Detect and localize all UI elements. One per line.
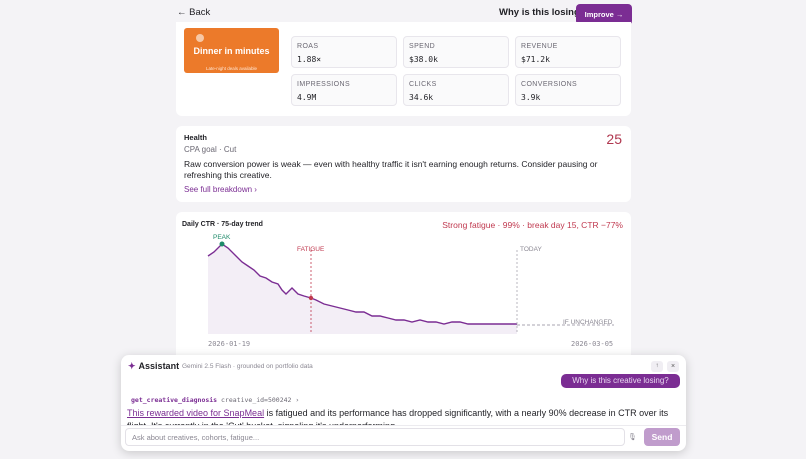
- metric-label: SPEND: [409, 43, 436, 50]
- top-bar: ← Back Why is this losing? Improve →: [174, 2, 632, 26]
- metric-value: $38.0k: [409, 55, 438, 64]
- tool-name: get_creative_diagnosis: [131, 396, 218, 404]
- health-subtitle: CPA goal · Cut: [184, 145, 237, 154]
- pin-icon[interactable]: ↑: [651, 361, 663, 372]
- health-score: 25: [606, 131, 622, 147]
- trend-title: Daily CTR · 75-day trend: [182, 221, 263, 228]
- sparkle-icon: ✦: [128, 361, 136, 371]
- metric-label: CONVERSIONS: [521, 81, 578, 88]
- back-button[interactable]: ← Back: [177, 7, 211, 18]
- mic-icon[interactable]: 🎙: [628, 434, 637, 441]
- send-button[interactable]: Send: [644, 428, 680, 446]
- metric-value: 34.6k: [409, 93, 434, 102]
- tool-call[interactable]: get_creative_diagnosis creative_id=50024…: [131, 396, 299, 404]
- creative-title: Dinner in minutes: [193, 46, 270, 56]
- fatigue-point: [308, 295, 314, 301]
- metric-label: IMPRESSIONS: [297, 81, 351, 88]
- see-full-breakdown-link[interactable]: See full breakdown ›: [184, 185, 257, 194]
- fatigue-label: FATIGUE: [297, 246, 325, 253]
- assistant-model-meta: Gemini 2.5 Flash · grounded on portfolio…: [182, 363, 313, 370]
- close-icon[interactable]: ×: [667, 361, 679, 372]
- health-title: Health: [184, 133, 207, 142]
- answer-text: is fatigued and its performance has drop…: [127, 408, 669, 426]
- metric-label: CLICKS: [409, 81, 437, 88]
- end-date-label: 2026-03-05: [571, 340, 613, 348]
- health-card: Health CPA goal · Cut 25 Raw conversion …: [176, 126, 631, 202]
- metric-label: REVENUE: [521, 43, 558, 50]
- ctr-trend-card: Daily CTR · 75-day trend Strong fatigue …: [176, 212, 631, 372]
- assistant-title: Assistant: [138, 361, 180, 371]
- metric-value: $71.2k: [521, 55, 550, 64]
- metric-clicks: CLICKS 34.6k: [403, 74, 509, 106]
- ctr-trend-chart: PEAK FATIGUE TODAY IF UNCHANGED 2026-01-…: [207, 234, 614, 348]
- metric-revenue: REVENUE $71.2k: [515, 36, 621, 68]
- metric-roas: ROAS 1.88×: [291, 36, 397, 68]
- metric-label: ROAS: [297, 43, 319, 50]
- today-label: TODAY: [520, 246, 542, 253]
- if-unchanged-label: IF UNCHANGED: [563, 319, 613, 326]
- creative-thumbnail[interactable]: Dinner in minutes Late-night deals avail…: [184, 28, 279, 73]
- peak-label: PEAK: [213, 234, 231, 241]
- improve-button[interactable]: Improve →: [576, 4, 632, 25]
- assistant-input[interactable]: [125, 428, 625, 446]
- creative-subtitle: Late-night deals available: [205, 66, 258, 71]
- ctr-line: [207, 243, 517, 325]
- assistant-panel: ✦ Assistant Gemini 2.5 Flash · grounded o…: [121, 355, 686, 451]
- assistant-header: ✦ Assistant: [128, 361, 179, 373]
- fatigue-status: Strong fatigue · 99% · break day 15, CTR…: [442, 220, 623, 230]
- metric-value: 3.9k: [521, 93, 541, 102]
- tool-args: creative_id=500242 ›: [221, 396, 300, 404]
- ctr-area-fill: [208, 244, 517, 334]
- metric-spend: SPEND $38.0k: [403, 36, 509, 68]
- divider: [121, 425, 686, 426]
- why-losing-label: Why is this losing?: [499, 7, 586, 18]
- creative-link[interactable]: This rewarded video for SnapMeal: [127, 408, 265, 418]
- metric-impressions: IMPRESSIONS 4.9M: [291, 74, 397, 106]
- metric-value: 1.88×: [297, 55, 322, 64]
- health-description: Raw conversion power is weak — even with…: [184, 159, 598, 180]
- play-dot-icon: [196, 34, 204, 42]
- assistant-answer: This rewarded video for SnapMeal is fati…: [127, 407, 675, 426]
- user-message-bubble: Why is this creative losing?: [561, 374, 680, 388]
- peak-point: [219, 241, 225, 247]
- metric-conversions: CONVERSIONS 3.9k: [515, 74, 621, 106]
- start-date-label: 2026-01-19: [208, 340, 250, 348]
- metric-value: 4.9M: [297, 93, 317, 102]
